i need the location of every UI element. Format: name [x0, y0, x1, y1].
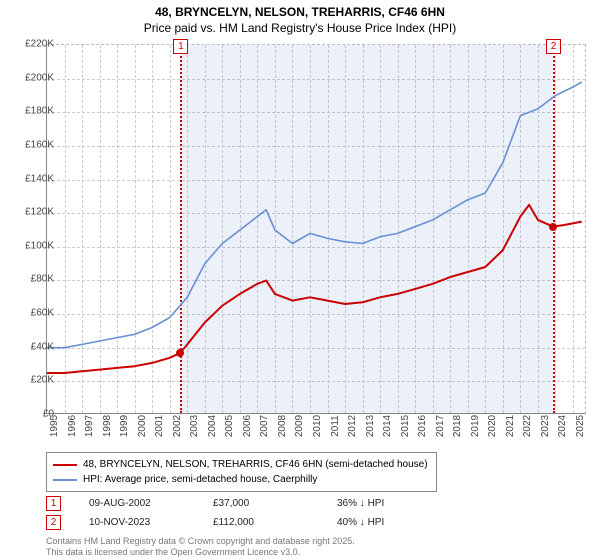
y-axis-label: £20K	[31, 375, 54, 386]
series-price_paid	[47, 205, 582, 373]
y-axis-label: £200K	[25, 72, 54, 83]
x-axis-label: 2022	[522, 415, 533, 437]
x-axis-label: 2019	[470, 415, 481, 437]
marker-row-2: 2 10-NOV-2023 £112,000 40% ↓ HPI	[46, 515, 433, 530]
x-axis-label: 2004	[207, 415, 218, 437]
legend-swatch-hpi	[53, 479, 77, 481]
x-axis-label: 2001	[154, 415, 165, 437]
x-axis-label: 2000	[137, 415, 148, 437]
data-point	[549, 223, 557, 231]
plot-region: 12	[46, 44, 586, 414]
y-axis-label: £140K	[25, 173, 54, 184]
y-axis-label: £220K	[25, 39, 54, 50]
x-axis-label: 2005	[224, 415, 235, 437]
legend-row-price: 48, BRYNCELYN, NELSON, TREHARRIS, CF46 6…	[53, 457, 428, 472]
marker-price-1: £37,000	[213, 498, 309, 509]
chart-area: 12 1995199619971998199920002001200220032…	[46, 44, 586, 414]
chart-container: 48, BRYNCELYN, NELSON, TREHARRIS, CF46 6…	[0, 0, 600, 560]
x-axis-label: 2011	[330, 415, 341, 437]
x-axis-label: 2013	[365, 415, 376, 437]
legend-row-hpi: HPI: Average price, semi-detached house,…	[53, 472, 428, 487]
x-axis-label: 2006	[242, 415, 253, 437]
x-axis-label: 2010	[312, 415, 323, 437]
marker-table: 1 09-AUG-2002 £37,000 36% ↓ HPI 2 10-NOV…	[46, 496, 433, 534]
data-point	[176, 349, 184, 357]
x-axis-label: 1998	[102, 415, 113, 437]
x-axis-label: 1997	[84, 415, 95, 437]
x-axis-label: 2017	[435, 415, 446, 437]
x-axis-label: 2015	[400, 415, 411, 437]
x-axis-label: 2012	[347, 415, 358, 437]
y-axis-label: £80K	[31, 274, 54, 285]
x-axis-label: 2021	[505, 415, 516, 437]
x-axis-label: 1999	[119, 415, 130, 437]
title-line-1: 48, BRYNCELYN, NELSON, TREHARRIS, CF46 6…	[0, 4, 600, 20]
y-axis-label: £180K	[25, 106, 54, 117]
legend-box: 48, BRYNCELYN, NELSON, TREHARRIS, CF46 6…	[46, 452, 437, 492]
legend-swatch-price	[53, 464, 77, 466]
x-axis-label: 2020	[487, 415, 498, 437]
marker-date-2: 10-NOV-2023	[89, 517, 185, 528]
legend-text-price: 48, BRYNCELYN, NELSON, TREHARRIS, CF46 6…	[83, 457, 428, 472]
x-axis-label: 2018	[452, 415, 463, 437]
marker-badge-2: 2	[46, 515, 61, 530]
x-axis-label: 2025	[575, 415, 586, 437]
y-axis-label: £100K	[25, 240, 54, 251]
marker-delta-1: 36% ↓ HPI	[337, 498, 433, 509]
footnote-line-1: Contains HM Land Registry data © Crown c…	[46, 536, 355, 547]
y-axis-label: £60K	[31, 308, 54, 319]
series-hpi	[47, 82, 582, 348]
x-axis-label: 2024	[557, 415, 568, 437]
footnote-line-2: This data is licensed under the Open Gov…	[46, 547, 355, 558]
x-axis-label: 2023	[540, 415, 551, 437]
x-axis-label: 1996	[67, 415, 78, 437]
title-line-2: Price paid vs. HM Land Registry's House …	[0, 20, 600, 36]
x-axis-label: 2016	[417, 415, 428, 437]
x-axis-label: 2003	[189, 415, 200, 437]
x-axis-label: 2014	[382, 415, 393, 437]
x-axis-label: 2007	[259, 415, 270, 437]
marker-row-1: 1 09-AUG-2002 £37,000 36% ↓ HPI	[46, 496, 433, 511]
legend-text-hpi: HPI: Average price, semi-detached house,…	[83, 472, 317, 487]
marker-delta-2: 40% ↓ HPI	[337, 517, 433, 528]
y-axis-label: £0	[43, 409, 54, 420]
marker-badge-1: 1	[46, 496, 61, 511]
marker-price-2: £112,000	[213, 517, 309, 528]
x-axis-label: 2009	[294, 415, 305, 437]
y-axis-label: £160K	[25, 139, 54, 150]
x-axis-label: 2002	[172, 415, 183, 437]
series-svg	[47, 45, 587, 415]
title-block: 48, BRYNCELYN, NELSON, TREHARRIS, CF46 6…	[0, 0, 600, 36]
footnote: Contains HM Land Registry data © Crown c…	[46, 536, 355, 558]
y-axis-label: £120K	[25, 207, 54, 218]
marker-date-1: 09-AUG-2002	[89, 498, 185, 509]
y-axis-label: £40K	[31, 341, 54, 352]
x-axis-label: 2008	[277, 415, 288, 437]
